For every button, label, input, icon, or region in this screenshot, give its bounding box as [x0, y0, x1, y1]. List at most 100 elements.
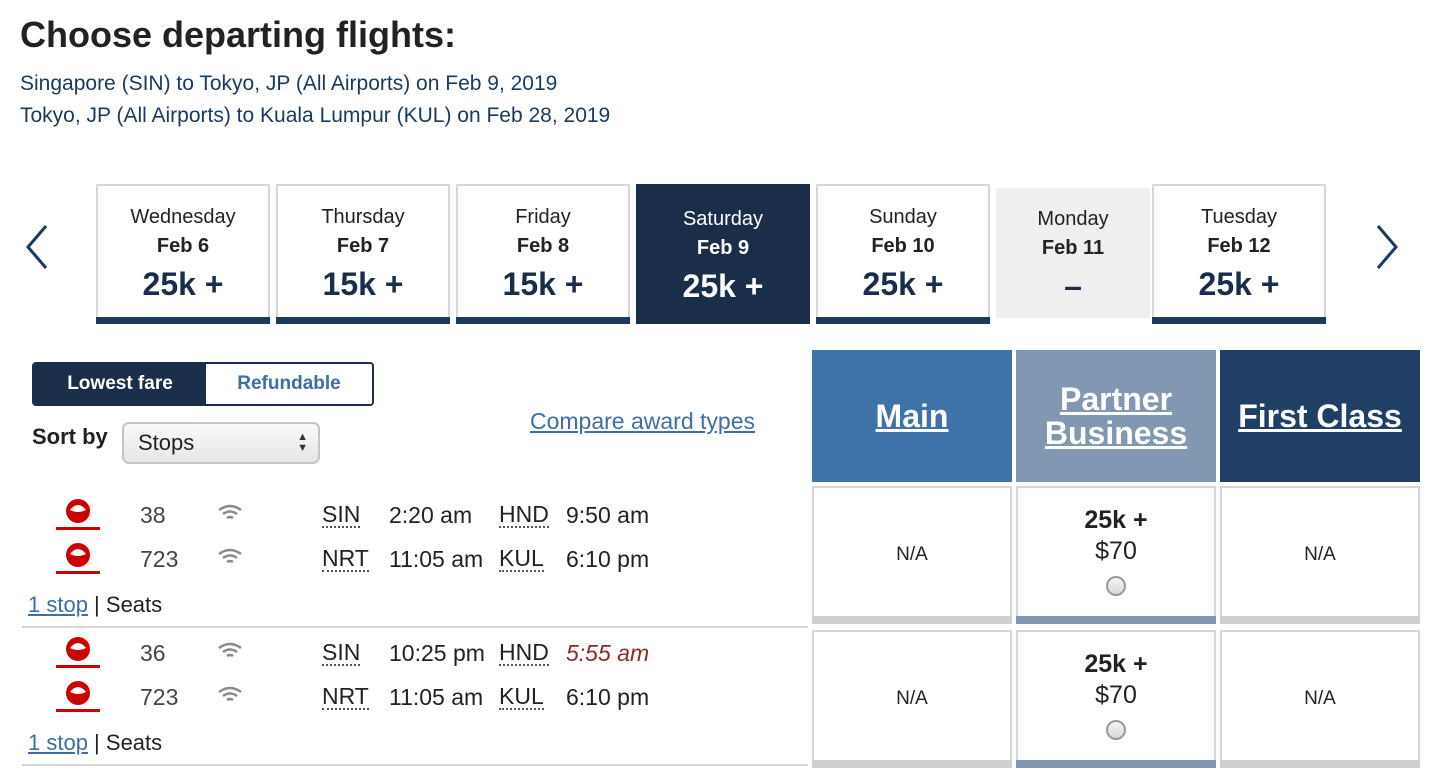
date-tile-underline	[816, 317, 990, 324]
wifi-icon	[218, 686, 242, 702]
refundable-button[interactable]: Refundable	[206, 364, 372, 404]
fare-unavailable: N/A	[896, 544, 928, 565]
fare-cell-bar	[1016, 760, 1216, 768]
row-divider	[22, 764, 808, 766]
stops-link[interactable]: 1 stop	[28, 730, 88, 755]
cabin-header-partner-business[interactable]: Partner Business	[1016, 350, 1216, 482]
date-tile-weekday: Tuesday	[1201, 206, 1277, 228]
page-title: Choose departing flights:	[20, 14, 456, 55]
date-tile-underline	[276, 317, 450, 324]
fare-cell-main: N/A	[812, 630, 1012, 768]
japan-airlines-logo-icon	[56, 499, 100, 530]
date-tile-underline	[1152, 317, 1326, 324]
flight-leg: 38 SIN 2:20 am HND 9:50 am	[22, 496, 808, 536]
departure-airport[interactable]: SIN	[322, 639, 361, 666]
flight-leg: 723 NRT 11:05 am KUL 6:10 pm	[22, 678, 808, 718]
cabin-header-label: Partner Business	[1044, 381, 1188, 451]
flight-row: 38 SIN 2:20 am HND 9:50 am 723 NRT 11:05…	[22, 492, 808, 628]
chevron-left-icon[interactable]	[22, 222, 52, 272]
japan-airlines-logo-icon	[56, 543, 100, 574]
date-tile-tuesday[interactable]: Tuesday Feb 12 25k +	[1152, 184, 1326, 324]
sort-select[interactable]: Stops ▲ ▼	[122, 422, 320, 464]
departure-airport[interactable]: SIN	[322, 501, 361, 528]
departure-time: 11:05 am	[389, 546, 484, 572]
date-tile-thursday[interactable]: Thursday Feb 7 15k +	[276, 184, 450, 324]
arrival-airport[interactable]: KUL	[499, 683, 544, 710]
date-tile-monday-unavailable: Monday Feb 11 –	[996, 188, 1150, 318]
date-tile-price: 25k +	[142, 266, 224, 302]
flight-row: 36 SIN 10:25 pm HND 5:55 am 723 NRT 11:0…	[22, 630, 808, 766]
japan-airlines-logo-icon	[56, 681, 100, 712]
arrival-airport[interactable]: KUL	[499, 545, 544, 572]
date-tile-price: 15k +	[502, 266, 584, 302]
date-tile-price: 15k +	[322, 266, 404, 302]
arrival-time: 9:50 am	[566, 502, 650, 528]
sort-select-value: Stops	[138, 430, 195, 455]
fare-type-toggle: Lowest fare Refundable	[32, 362, 374, 406]
date-tile-wednesday[interactable]: Wednesday Feb 6 25k +	[96, 184, 270, 324]
fare-radio[interactable]	[1106, 720, 1126, 740]
arrival-time: 6:10 pm	[566, 546, 650, 572]
date-tile-underline	[636, 317, 810, 324]
departure-time: 10:25 pm	[389, 640, 485, 666]
seats-link[interactable]: Seats	[105, 592, 163, 617]
fare-cell-bar	[1220, 760, 1420, 768]
flight-number: 723	[140, 546, 179, 572]
date-tile-weekday: Sunday	[869, 206, 937, 228]
fare-unavailable: N/A	[896, 688, 928, 709]
fare-miles: 25k +	[1084, 506, 1148, 534]
wifi-icon	[218, 504, 242, 520]
flight-number: 36	[140, 640, 166, 666]
cabin-header-main[interactable]: Main	[812, 350, 1012, 482]
flight-number: 723	[140, 684, 179, 710]
departure-time: 2:20 am	[389, 502, 473, 528]
route-return: Tokyo, JP (All Airports) to Kuala Lumpur…	[20, 104, 611, 127]
date-tile-weekday: Friday	[515, 206, 571, 228]
date-tile-price: 25k +	[682, 268, 764, 304]
flight-leg: 36 SIN 10:25 pm HND 5:55 am	[22, 634, 808, 674]
chevron-right-icon[interactable]	[1372, 222, 1402, 272]
fare-unavailable: N/A	[1304, 688, 1336, 709]
date-tile-date: Feb 9	[696, 237, 750, 259]
seats-link[interactable]: Seats	[105, 730, 163, 755]
date-tile-saturday-selected[interactable]: Saturday Feb 9 25k +	[636, 184, 810, 324]
flight-leg: 723 NRT 11:05 am KUL 6:10 pm	[22, 540, 808, 580]
arrival-airport[interactable]: HND	[499, 639, 549, 666]
date-tile-sunday[interactable]: Sunday Feb 10 25k +	[816, 184, 990, 324]
date-tile-date: Feb 8	[516, 235, 570, 257]
date-tile-date: Feb 10	[871, 235, 935, 257]
stops-link[interactable]: 1 stop	[28, 592, 88, 617]
flight-number: 38	[140, 502, 166, 528]
sort-label: Sort by	[32, 424, 108, 449]
date-tile-weekday: Thursday	[321, 206, 405, 228]
fare-cell-bar	[1016, 616, 1216, 624]
select-arrows-icon: ▲ ▼	[297, 431, 308, 454]
compare-award-types-link[interactable]: Compare award types	[530, 408, 755, 434]
fare-radio[interactable]	[1106, 576, 1126, 596]
date-tile-date: Feb 12	[1207, 235, 1271, 257]
date-tile-weekday: Monday	[1037, 208, 1109, 230]
date-tile-price: 25k +	[1198, 266, 1280, 302]
departure-airport[interactable]: NRT	[322, 545, 369, 572]
fare-cell-first-class: N/A	[1220, 630, 1420, 768]
fare-cell-partner-business[interactable]: 25k + $70	[1016, 486, 1216, 624]
fare-tax: $70	[1095, 681, 1137, 709]
departure-airport[interactable]: NRT	[322, 683, 369, 710]
lowest-fare-button[interactable]: Lowest fare	[34, 364, 206, 404]
arrival-time-next-day: 5:55 am	[566, 640, 650, 666]
date-tile-friday[interactable]: Friday Feb 8 15k +	[456, 184, 630, 324]
date-tile-date: Feb 7	[336, 235, 390, 257]
fare-cell-main: N/A	[812, 486, 1012, 624]
arrival-airport[interactable]: HND	[499, 501, 549, 528]
fare-cell-bar	[1220, 616, 1420, 624]
fare-unavailable: N/A	[1304, 544, 1336, 565]
cabin-header-first-class[interactable]: First Class	[1220, 350, 1420, 482]
stops-seats-line: 1 stop | Seats	[28, 592, 163, 617]
fare-cell-first-class: N/A	[1220, 486, 1420, 624]
date-tile-date: Feb 6	[156, 235, 210, 257]
date-tile-date: Feb 11	[1041, 237, 1105, 259]
date-tile-weekday: Saturday	[682, 208, 764, 230]
fare-cell-partner-business[interactable]: 25k + $70	[1016, 630, 1216, 768]
date-tile-price: –	[1064, 268, 1082, 304]
fare-tax: $70	[1095, 537, 1137, 565]
